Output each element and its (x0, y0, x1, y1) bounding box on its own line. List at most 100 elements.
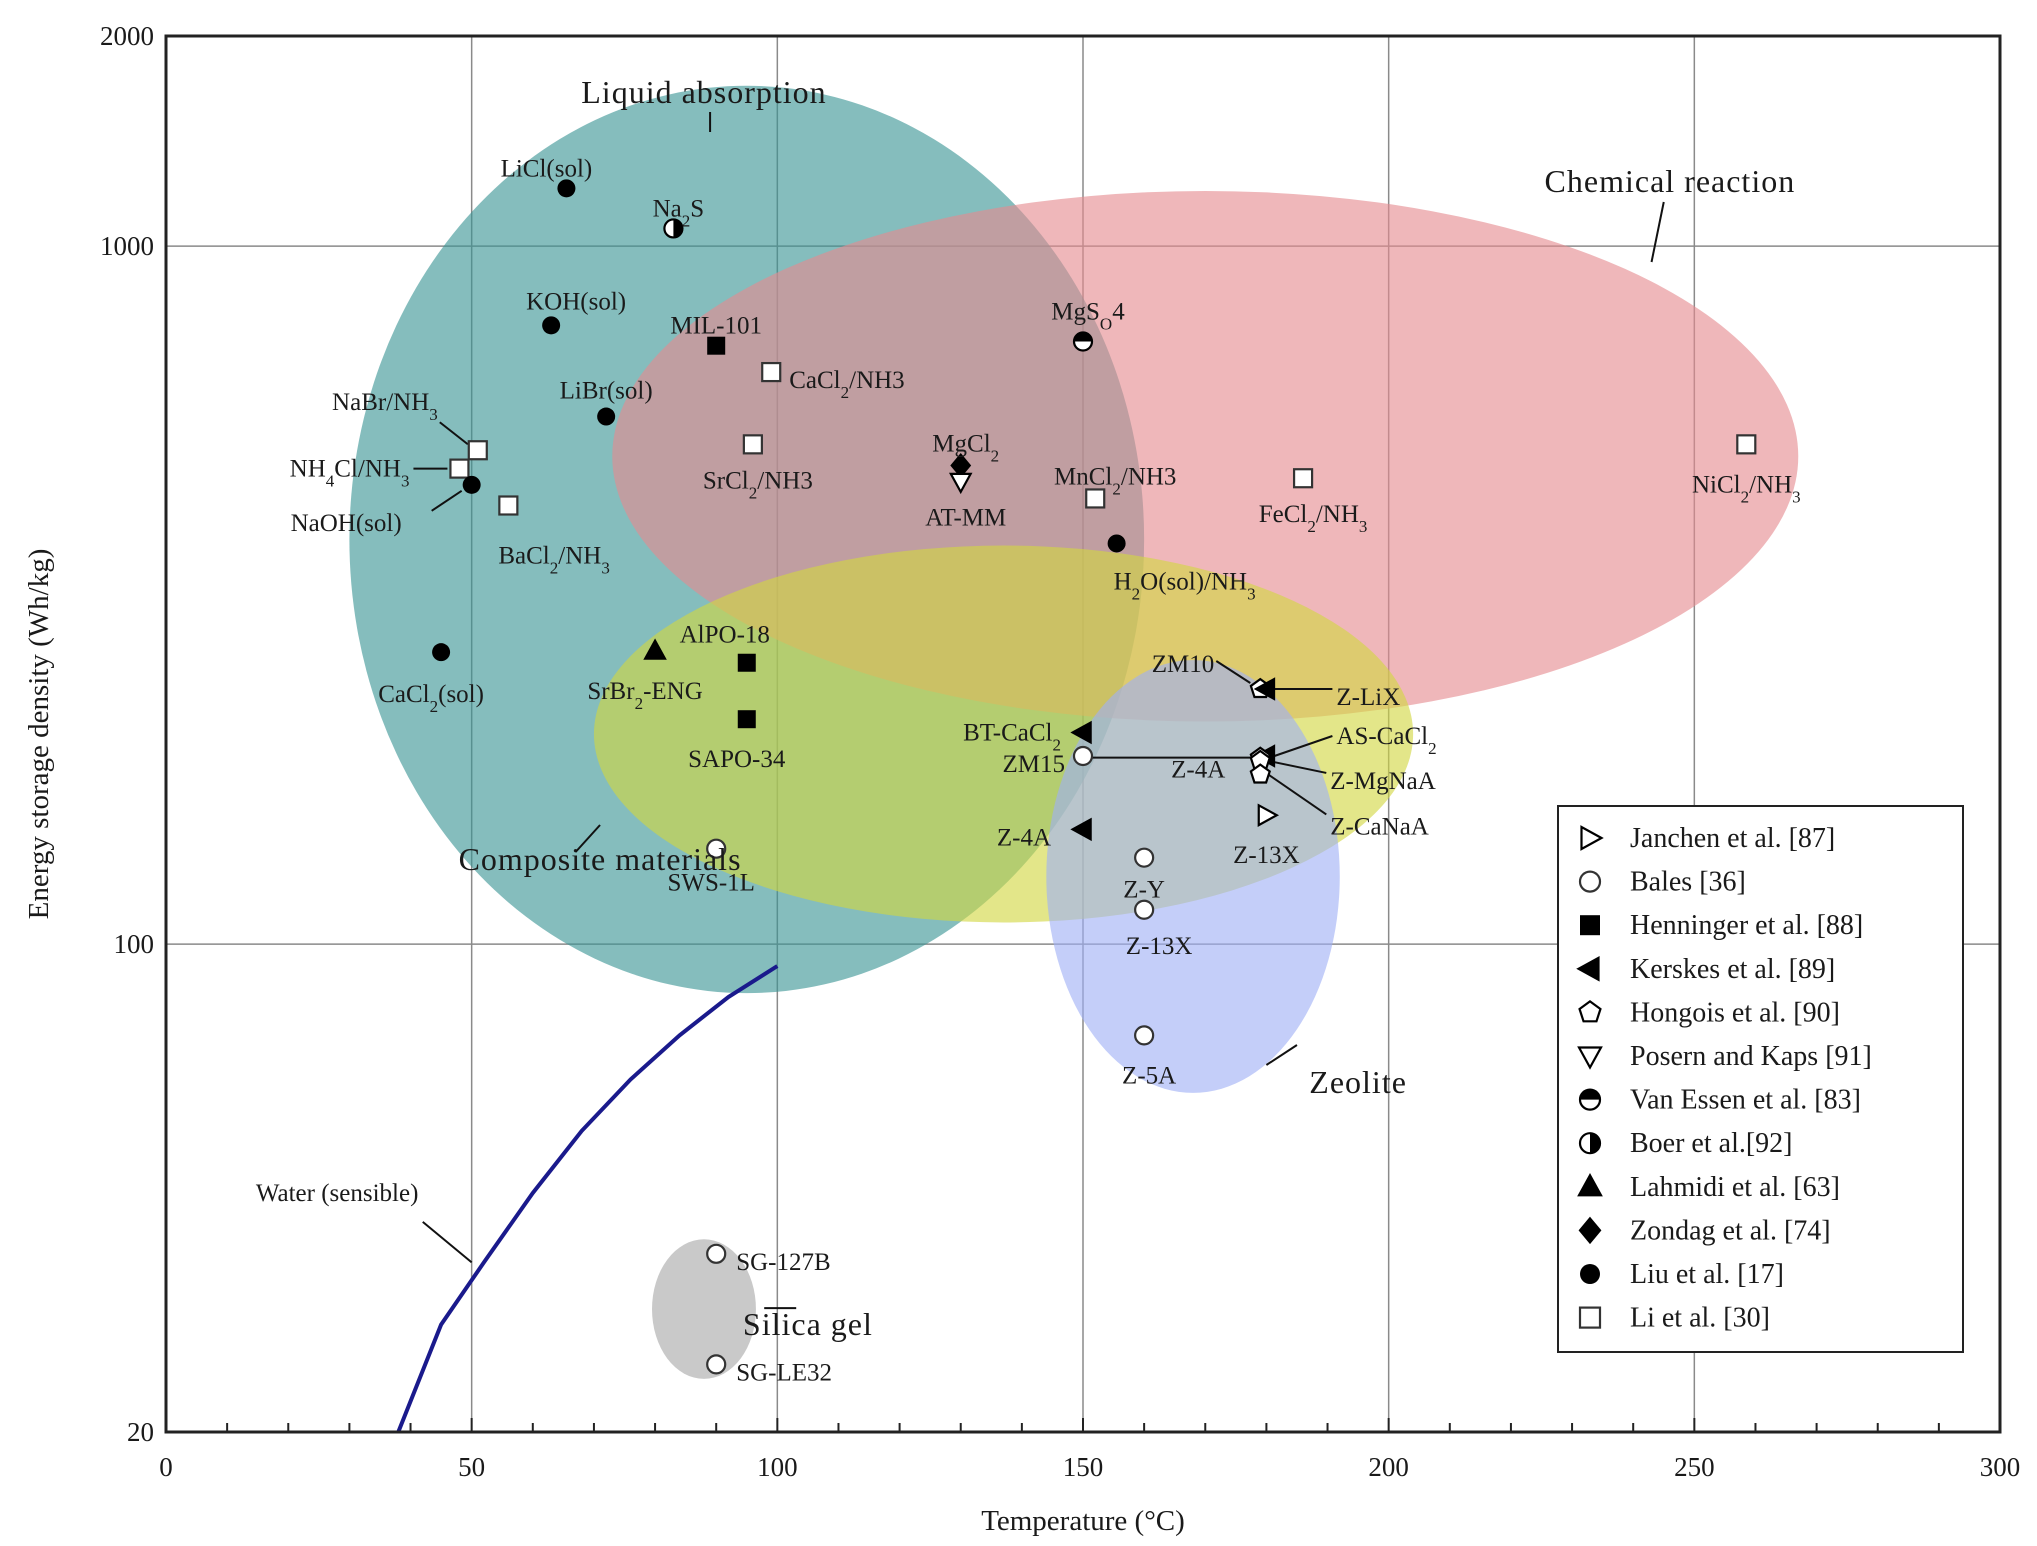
point-sg-127b (706, 1243, 727, 1264)
data-points (432, 179, 1757, 1375)
legend-marker-henninger-et-al-88 (1580, 915, 1600, 936)
point-label-na2s: Na2S (653, 195, 705, 230)
leader-ascacl2 (1274, 735, 1333, 757)
leader-zmgnaa (1268, 759, 1327, 774)
x-tick-label: 200 (1368, 1452, 1409, 1482)
y-tick-label: 1000 (100, 231, 154, 261)
point-libr-sol (597, 407, 616, 426)
point-label-mgso4: MgSO4 (1051, 299, 1125, 334)
legend-label-boer-et-al-92: Boer et al.[92] (1630, 1128, 1793, 1159)
point-label-sg-127b: SG-127B (736, 1249, 830, 1276)
leader-zm10 (1215, 660, 1251, 684)
point-nicl2-nh3 (1736, 434, 1757, 455)
legend-label-lahmidi-et-al-63: Lahmidi et al. [63] (1630, 1172, 1840, 1203)
point-label-cacl2-sol: CaCl2(sol) (378, 681, 484, 716)
point-alpo-18 (737, 653, 756, 672)
point-at-mm (948, 472, 973, 495)
y-tick-label: 2000 (100, 21, 154, 51)
point-label-z-y: Z-Y (1123, 877, 1165, 904)
point-label-zm15: ZM15 (1003, 751, 1066, 778)
point-label-bacl2-nh3: BaCl2/NH3 (498, 543, 609, 578)
legend-marker-liu-et-al-17 (1580, 1264, 1600, 1284)
region-label-composite-materials: Composite materials (459, 841, 742, 877)
legend-label-van-essen-et-al-83: Van Essen et al. [83] (1630, 1085, 1861, 1116)
point-mgso4 (1072, 331, 1094, 352)
legend-marker-lahmidi-et-al-63 (1577, 1173, 1603, 1197)
point-bt-cacl2 (1070, 720, 1092, 745)
legend-marker-kerskes-et-al-89 (1576, 955, 1600, 982)
x-axis-title: Temperature (°C) (981, 1505, 1185, 1537)
legend-label-zondag-et-al-74: Zondag et al. [74] (1630, 1215, 1831, 1246)
region-label-liquid-absorption: Liquid absorption (581, 74, 826, 110)
legend-label-posern-and-kaps-91: Posern and Kaps [91] (1630, 1041, 1872, 1072)
curve-label-water-sensible: Water (sensible) (256, 1180, 419, 1207)
point-naoh-sol (462, 475, 481, 494)
legend-marker-van-essen-et-al-83 (1578, 1088, 1602, 1111)
point-label-alpo-18: AlPO-18 (680, 622, 770, 649)
legend-label-janchen-et-al-87: Janchen et al. [87] (1630, 823, 1835, 854)
point-z-5a (1134, 1025, 1155, 1046)
legend-marker-janchen-et-al-87 (1580, 825, 1604, 851)
point-label-z-13x: Z-13X (1126, 933, 1193, 960)
point-label-z-4a: Z-4A (1171, 757, 1225, 784)
region-label-chemical-reaction: Chemical reaction (1545, 163, 1796, 199)
legend-label-kerskes-et-al-89: Kerskes et al. [89] (1630, 954, 1835, 985)
point-sg-le32 (706, 1354, 727, 1375)
region-silica-gel (652, 1239, 756, 1379)
point-label-koh-sol: KOH(sol) (526, 288, 626, 315)
point-label-bt-cacl2: BT-CaCl2 (963, 719, 1061, 754)
point-label-z-mgnaa: Z-MgNaA (1330, 768, 1436, 795)
point-label-mgcl2: MgCl2 (932, 430, 999, 465)
water-curve-layer (396, 964, 779, 1432)
y-axis-title: Energy storage density (Wh/kg) (23, 549, 55, 920)
point-label-cacl2-nh3: CaCl2/NH3 (789, 367, 904, 402)
point-z-canaa (1249, 763, 1271, 784)
point-label-nabr-nh3: NaBr/NH3 (332, 389, 438, 424)
point-licl-sol (557, 179, 576, 198)
point-z-y (1134, 847, 1155, 868)
point-bacl2-nh3 (498, 495, 519, 516)
point-label-fecl2-nh3: FeCl2/NH3 (1259, 501, 1368, 536)
point-srbr2-eng (643, 638, 667, 660)
y-tick-label: 100 (114, 929, 155, 959)
region-leader (1650, 201, 1665, 263)
point-h2o-sol-nh3 (1107, 534, 1126, 553)
point-z-13x (1257, 803, 1280, 827)
legend-label-bales-36: Bales [36] (1630, 867, 1746, 898)
point-mil-101 (707, 336, 726, 355)
x-tick-label: 50 (458, 1452, 485, 1482)
x-tick-label: 100 (757, 1452, 798, 1482)
legend-marker-zondag-et-al-74 (1578, 1216, 1602, 1245)
x-tick-label: 0 (159, 1452, 173, 1482)
point-nabr-nh3 (467, 440, 488, 461)
point-labels: LiCl(sol) Na2S KOH(sol) MIL-101 CaCl2/NH3 MgS… (290, 155, 1801, 1386)
point-nh4cl-nh3 (449, 458, 470, 479)
region-label-zeolite: Zeolite (1309, 1064, 1407, 1100)
legend-label-hongois-et-al-90: Hongois et al. [90] (1630, 997, 1840, 1028)
point-fecl2-nh3 (1292, 468, 1314, 489)
region-labels: Liquid absorption Chemical reaction Compos… (256, 74, 1796, 1342)
legend-marker-li-et-al-30 (1578, 1306, 1602, 1329)
axes: 0 50 100 150 200 250 300 20 100 1000 2000 (100, 21, 2020, 1482)
point-label-at-mm: AT-MM (925, 505, 1006, 532)
point-label-mncl2-nh3: MnCl2/NH3 (1054, 463, 1176, 498)
point-label-naoh-sol: NaOH(sol) (291, 510, 402, 537)
point-label-z-lix: Z-LiX (1336, 684, 1400, 711)
point-label-srbr2-eng: SrBr2-ENG (587, 678, 702, 713)
legend-label-henninger-et-al-88: Henninger et al. [88] (1630, 910, 1863, 941)
x-tick-label: 150 (1063, 1452, 1104, 1482)
y-tick-label: 20 (127, 1417, 154, 1447)
point-label-nh4cl-nh3: NH4Cl/NH3 (290, 456, 410, 491)
point-label-z-4a: Z-4A (997, 824, 1051, 851)
point-sapo-34 (737, 710, 756, 729)
legend-label-li-et-al-30: Li et al. [30] (1630, 1303, 1770, 1334)
leader-lines (413, 421, 1333, 1310)
point-sws-1l (706, 838, 727, 859)
point-label-mil-101: MIL-101 (670, 313, 762, 340)
region-ellipses (349, 85, 1799, 1379)
point-label-z-canaa: Z-CaNaA (1330, 813, 1429, 840)
legend-marker-bales-36 (1578, 870, 1602, 893)
point-koh-sol (542, 316, 561, 335)
point-label-nicl2-nh3: NiCl2/NH3 (1692, 471, 1801, 506)
